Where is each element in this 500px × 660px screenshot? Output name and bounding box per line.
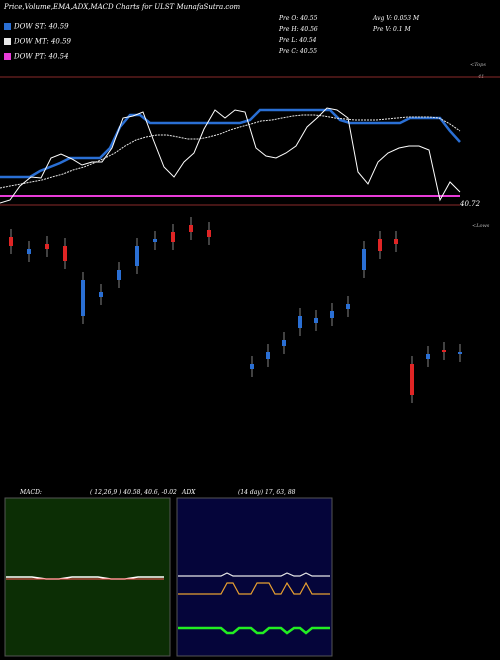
- legend-dow-st: DOW ST: 40.59: [4, 16, 99, 31]
- candle-body: [117, 270, 121, 280]
- legend-swatch-mt: [4, 38, 11, 45]
- legend-label-pt: DOW PT: 40.54: [14, 52, 69, 61]
- candle-body: [135, 246, 139, 266]
- candle-body: [153, 239, 157, 242]
- legend-label-mt: DOW MT: 40.59: [14, 37, 71, 46]
- stat-pre-high: Pre H: 40.56: [279, 26, 318, 33]
- candle-body: [282, 340, 286, 346]
- candle-body: [63, 246, 67, 261]
- chart-title: Price,Volume,EMA,ADX,MACD Charts for ULS…: [4, 3, 241, 11]
- candle-body: [189, 225, 193, 232]
- legend-swatch-st: [4, 23, 11, 30]
- candle-body: [171, 232, 175, 242]
- candle-body: [81, 280, 85, 316]
- candle-body: [9, 237, 13, 246]
- candle-body: [426, 354, 430, 359]
- stat-avg-volume: Avg V: 0.053 M: [373, 15, 420, 22]
- candle-body: [378, 239, 382, 251]
- stat-pre-open: Pre O: 40.55: [279, 15, 318, 22]
- legend-swatch-pt: [4, 53, 11, 60]
- adx-params: (14 day) 17, 63, 88: [238, 489, 296, 496]
- candle-body: [27, 249, 31, 254]
- candle-body: [250, 364, 254, 369]
- candle-body: [298, 316, 302, 328]
- macd-label: MACD:: [20, 489, 42, 496]
- candle-body: [330, 311, 334, 318]
- overlay-lines: [0, 107, 461, 204]
- stat-pre-volume: Pre V: 0.1 M: [373, 26, 411, 33]
- candle-body: [346, 304, 350, 309]
- candle-body: [362, 249, 366, 270]
- series-dow-mt: [0, 114, 461, 189]
- candle-body: [45, 244, 49, 249]
- candle-body: [266, 352, 270, 359]
- stat-pre-close: Pre C: 40.55: [279, 48, 318, 55]
- adx-series-diminus: [178, 581, 330, 595]
- lows-tag: <Lows: [472, 223, 490, 229]
- adx-lines: [178, 572, 330, 635]
- candle-body: [99, 292, 103, 297]
- candle-body: [314, 318, 318, 323]
- macd-lines: [6, 576, 164, 580]
- legend-dow-mt: DOW MT: 40.59: [4, 31, 99, 46]
- candle-body: [410, 364, 414, 395]
- candle-body: [458, 352, 462, 354]
- adx-label: ADX: [182, 489, 196, 496]
- stat-pre-low: Pre L: 40.54: [279, 37, 317, 44]
- candle-body: [207, 230, 211, 237]
- macd-series-macd: [6, 576, 164, 580]
- legend-dow-pt: DOW PT: 40.54: [4, 46, 99, 61]
- candlestick-series: [9, 217, 462, 403]
- adx-series-adx: [178, 626, 330, 635]
- macd-params: ( 12,26,9 ) 40.58, 40.6, -0.02: [90, 489, 177, 496]
- bottom-value: 40.72: [460, 200, 481, 208]
- candle-body: [394, 239, 398, 244]
- tops-tag: <Tops: [470, 62, 486, 68]
- legend-label-st: DOW ST: 40.59: [14, 22, 69, 31]
- series-dow-st: [0, 108, 461, 179]
- candle-body: [442, 350, 446, 352]
- series-price: [0, 107, 461, 204]
- adx-series-diplus: [178, 572, 330, 577]
